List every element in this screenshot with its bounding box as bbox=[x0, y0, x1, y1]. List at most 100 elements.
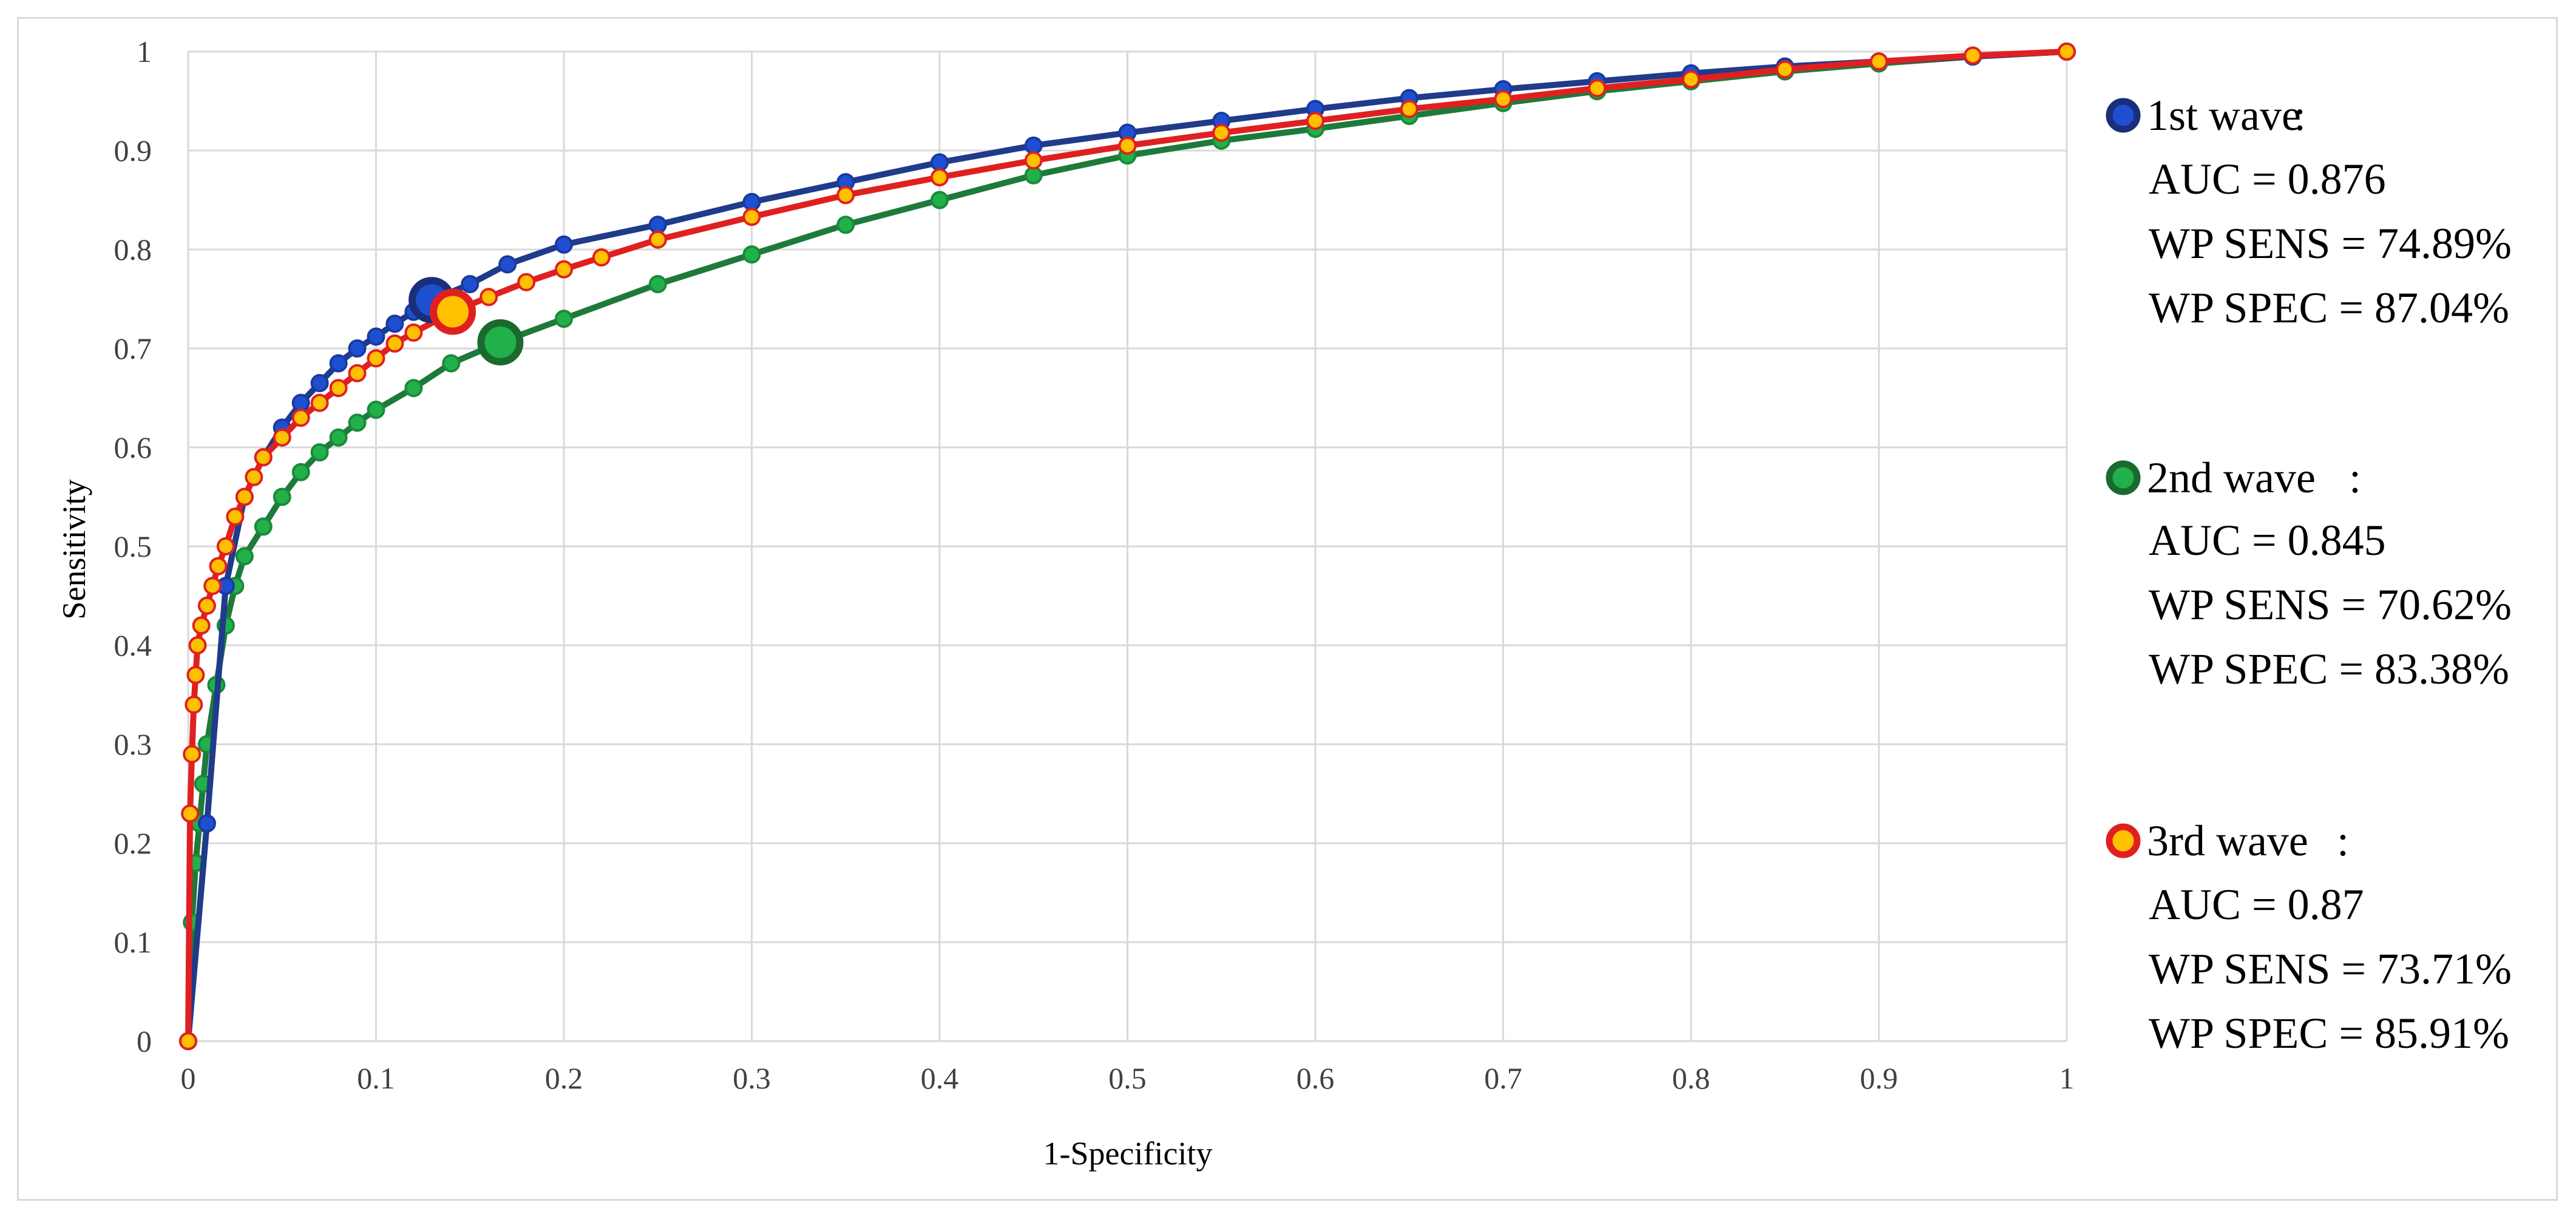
data-point bbox=[2058, 42, 2076, 61]
data-point bbox=[367, 401, 385, 419]
data-point bbox=[555, 235, 573, 254]
data-point bbox=[348, 364, 367, 382]
data-point bbox=[742, 192, 761, 211]
data-point bbox=[648, 230, 667, 249]
data-point bbox=[254, 448, 273, 467]
data-point bbox=[188, 636, 207, 654]
data-point bbox=[930, 191, 949, 209]
data-point bbox=[179, 1032, 197, 1050]
data-point bbox=[254, 517, 273, 536]
y-tick-label: 0.7 bbox=[114, 331, 152, 365]
legend-sens-3rd-wave: WP SENS = 73.71% bbox=[2149, 945, 2512, 993]
data-point bbox=[461, 275, 480, 294]
x-tick-label: 0.9 bbox=[1860, 1061, 1898, 1095]
legend-spec-3rd-wave: WP SPEC = 85.91% bbox=[2149, 1009, 2509, 1058]
x-tick-label: 0.6 bbox=[1296, 1061, 1335, 1095]
data-point bbox=[291, 463, 310, 481]
data-point bbox=[836, 186, 855, 205]
data-point bbox=[348, 339, 367, 358]
x-tick-labels: 0 0.1 0.2 0.3 0.4 0.5 0.6 0.7 0.8 0.9 1 bbox=[181, 1061, 2075, 1095]
x-tick-label: 0 bbox=[181, 1061, 196, 1095]
data-point bbox=[367, 327, 385, 346]
data-point bbox=[555, 310, 573, 328]
legend-entry-2nd-wave: 2nd wave : AUC = 0.845 WP SENS = 70.62% … bbox=[2106, 453, 2512, 693]
data-point bbox=[310, 393, 329, 412]
data-point bbox=[329, 379, 348, 398]
data-point bbox=[329, 428, 348, 447]
x-tick-label: 0.7 bbox=[1484, 1061, 1522, 1095]
y-tick-label: 0.1 bbox=[114, 925, 152, 959]
data-point bbox=[555, 260, 573, 279]
data-point bbox=[226, 508, 245, 526]
data-point bbox=[1400, 100, 1418, 118]
y-tick-label: 0.9 bbox=[114, 134, 152, 168]
data-point bbox=[742, 245, 761, 264]
data-point bbox=[498, 255, 517, 274]
data-point bbox=[1964, 46, 1982, 65]
data-point bbox=[930, 168, 949, 187]
x-tick-label: 0.5 bbox=[1108, 1061, 1147, 1095]
data-point bbox=[742, 208, 761, 226]
y-tick-labels: 0 0.1 0.2 0.3 0.4 0.5 0.6 0.7 0.8 0.9 1 bbox=[114, 35, 152, 1058]
data-point bbox=[1682, 70, 1700, 89]
legend-entry-3rd-wave: 3rd wave : AUC = 0.87 WP SENS = 73.71% W… bbox=[2106, 817, 2512, 1058]
data-point bbox=[517, 273, 536, 291]
data-point bbox=[291, 409, 310, 427]
y-tick-label: 0 bbox=[137, 1024, 152, 1058]
y-tick-label: 1 bbox=[137, 35, 152, 69]
x-tick-label: 0.3 bbox=[733, 1061, 771, 1095]
working-point-3rd-wave bbox=[430, 288, 476, 335]
legend-label-3rd-wave: 3rd wave bbox=[2147, 817, 2308, 865]
working-points bbox=[408, 277, 524, 365]
x-tick-label: 0.4 bbox=[921, 1061, 959, 1095]
data-point bbox=[235, 487, 254, 506]
data-point bbox=[367, 349, 385, 368]
x-tick-label: 0.2 bbox=[545, 1061, 583, 1095]
data-point bbox=[245, 467, 263, 486]
data-point bbox=[1775, 60, 1794, 79]
data-point bbox=[1869, 52, 1888, 71]
y-tick-label: 0.8 bbox=[114, 233, 152, 267]
data-point bbox=[1024, 136, 1043, 155]
data-point bbox=[310, 374, 329, 393]
data-point bbox=[648, 275, 667, 294]
legend-spec-2nd-wave: WP SPEC = 83.38% bbox=[2149, 645, 2509, 693]
data-point bbox=[197, 596, 216, 615]
legend-marker-2nd-wave bbox=[2106, 460, 2141, 495]
legend-marker-3rd-wave bbox=[2106, 823, 2141, 858]
legend-colon-2nd-wave: : bbox=[2349, 453, 2361, 502]
data-point bbox=[442, 354, 461, 373]
data-point bbox=[216, 537, 235, 555]
data-point bbox=[385, 314, 404, 333]
chart-frame bbox=[17, 17, 2558, 1201]
data-point bbox=[209, 557, 228, 576]
y-axis-title: Sensitivity bbox=[56, 479, 92, 619]
x-tick-label: 1 bbox=[2059, 1061, 2075, 1095]
y-tick-label: 0.3 bbox=[114, 727, 152, 761]
data-point bbox=[385, 334, 404, 353]
legend-colon-3rd-wave: : bbox=[2337, 817, 2349, 865]
y-tick-label: 0.5 bbox=[114, 529, 152, 563]
data-point bbox=[192, 616, 211, 635]
data-point bbox=[197, 814, 216, 833]
data-point bbox=[930, 153, 949, 172]
data-point bbox=[480, 288, 498, 307]
legend-auc-3rd-wave: AUC = 0.87 bbox=[2149, 880, 2364, 929]
data-point bbox=[404, 323, 423, 342]
data-point bbox=[1306, 112, 1324, 131]
data-point bbox=[203, 577, 222, 596]
y-tick-label: 0.4 bbox=[114, 628, 152, 662]
y-tick-label: 0.2 bbox=[114, 826, 152, 860]
data-point bbox=[310, 443, 329, 462]
legend-colon-1st-wave: : bbox=[2294, 91, 2306, 140]
legend-spec-1st-wave: WP SPEC = 87.04% bbox=[2149, 284, 2509, 332]
data-point bbox=[329, 354, 348, 373]
data-point bbox=[1118, 136, 1137, 155]
data-point bbox=[273, 487, 291, 506]
legend-sens-2nd-wave: WP SENS = 70.62% bbox=[2149, 580, 2512, 629]
x-tick-label: 0.8 bbox=[1672, 1061, 1710, 1095]
grid-lines bbox=[187, 50, 2068, 1042]
y-tick-label: 0.6 bbox=[114, 430, 152, 464]
legend: 1st wave : AUC = 0.876 WP SENS = 74.89% … bbox=[2106, 91, 2512, 1058]
